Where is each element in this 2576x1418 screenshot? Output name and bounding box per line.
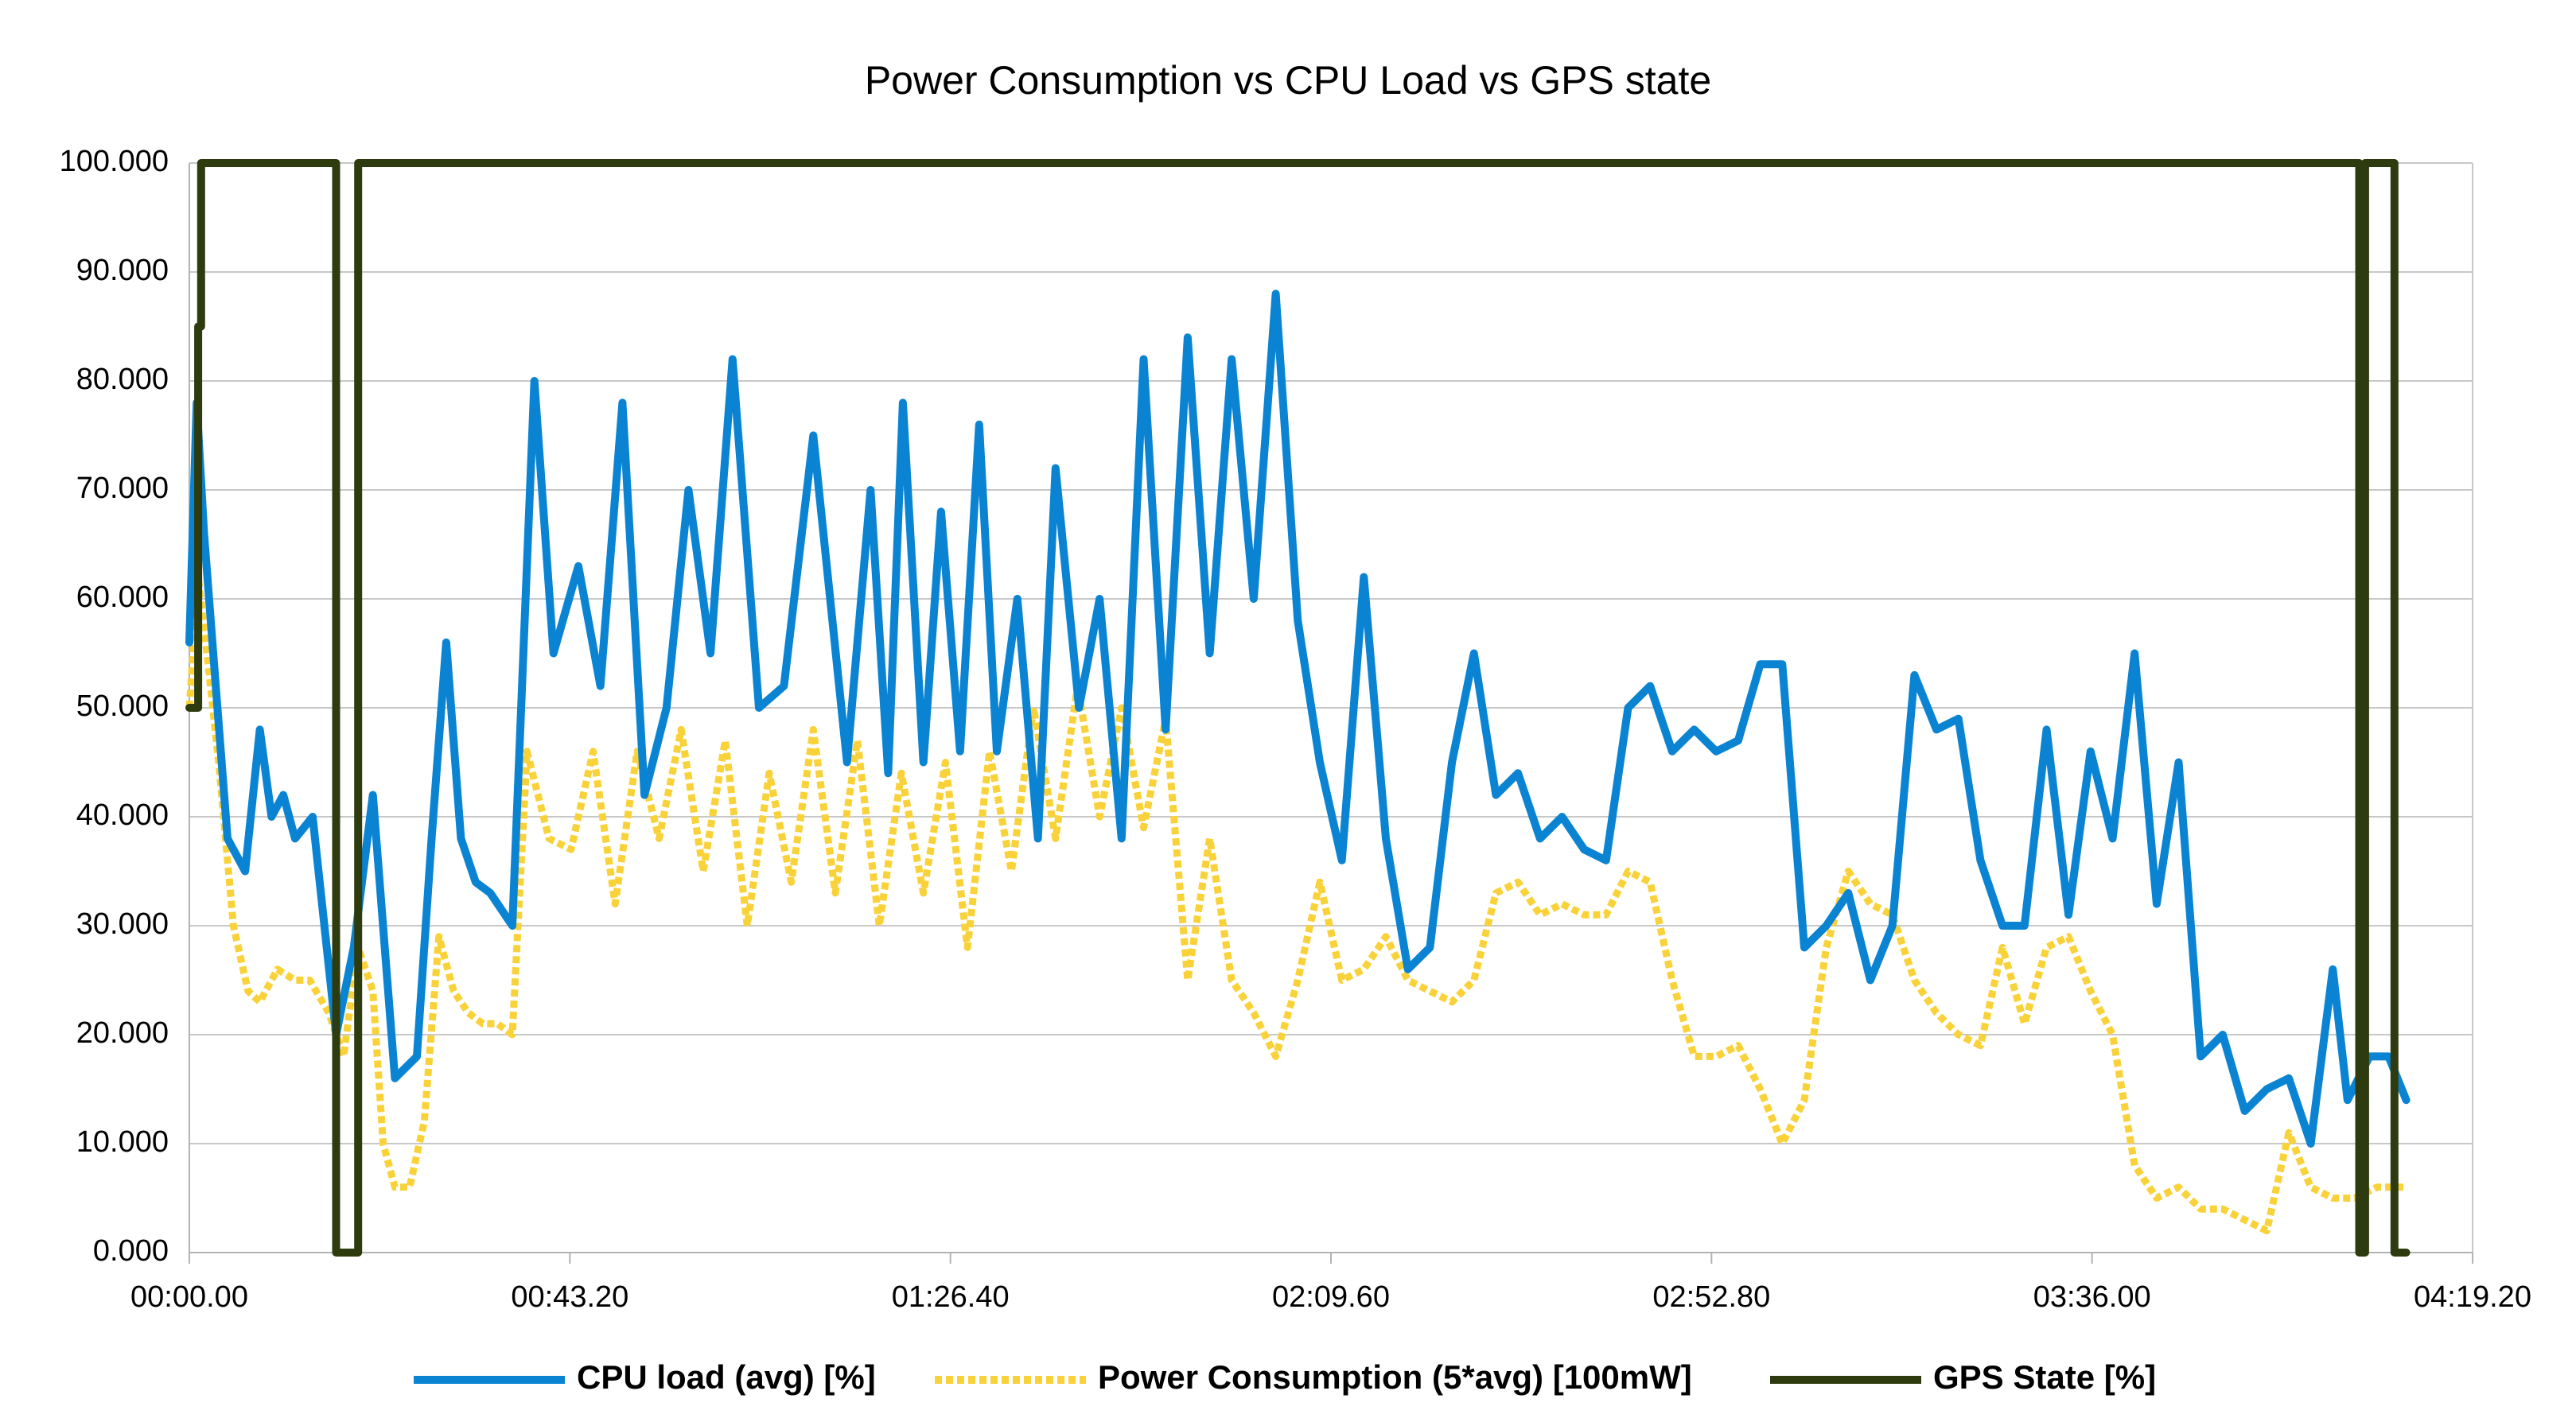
y-tick-label: 70.000 bbox=[76, 472, 169, 505]
x-tick-label: 04:19.20 bbox=[2414, 1280, 2531, 1314]
x-tick-label: 00:43.20 bbox=[511, 1280, 628, 1314]
y-tick-label: 60.000 bbox=[76, 581, 169, 614]
x-tick-label: 00:00.00 bbox=[130, 1280, 248, 1314]
legend-label: GPS State [%] bbox=[1933, 1358, 2156, 1396]
series-line-cpu-load bbox=[185, 289, 2411, 1148]
x-tick-label: 02:52.80 bbox=[1652, 1280, 1770, 1314]
y-tick-label: 90.000 bbox=[76, 254, 169, 287]
y-tick-label: 40.000 bbox=[76, 798, 169, 832]
axes: 0.000 10.000 20.000 30.000 40.000 50.000 60.00… bbox=[60, 145, 2531, 1314]
y-tick-label: 0.000 bbox=[93, 1234, 169, 1268]
series-line-gps-state bbox=[185, 159, 2411, 1257]
legend-label: CPU load (avg) [%] bbox=[577, 1358, 876, 1396]
x-tick-label: 02:09.60 bbox=[1272, 1280, 1390, 1314]
y-tick-label: 10.000 bbox=[76, 1125, 169, 1159]
y-tick-label: 20.000 bbox=[76, 1016, 169, 1050]
x-tick-label: 01:26.40 bbox=[892, 1280, 1010, 1314]
series-line-power-consumption bbox=[185, 573, 2407, 1235]
legend: CPU load (avg) [%] Power Consumption (5*a… bbox=[414, 1358, 2156, 1396]
y-tick-label: 50.000 bbox=[76, 690, 169, 723]
chart-title: Power Consumption vs CPU Load vs GPS sta… bbox=[865, 58, 1711, 103]
y-tick-label: 30.000 bbox=[76, 907, 169, 941]
y-tick-label: 80.000 bbox=[76, 363, 169, 396]
series-lines bbox=[185, 159, 2411, 1257]
legend-label: Power Consumption (5*avg) [100mW] bbox=[1098, 1358, 1692, 1396]
y-tick-label: 100.000 bbox=[60, 145, 169, 178]
x-tick-label: 03:36.00 bbox=[2033, 1280, 2151, 1314]
